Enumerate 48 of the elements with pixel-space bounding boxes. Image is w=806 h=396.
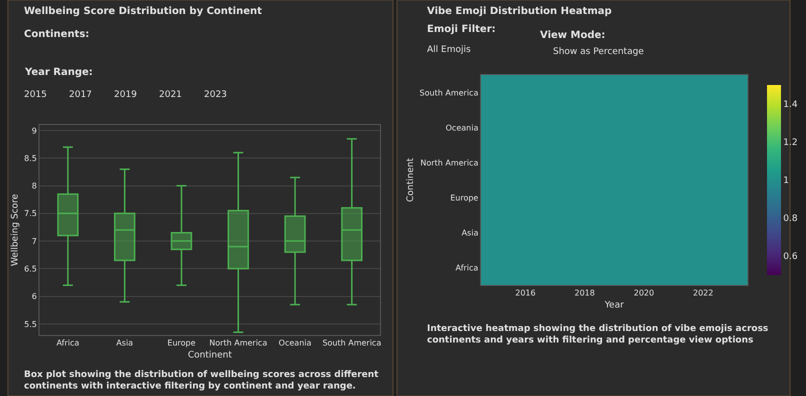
y-tick-label: 6.5 bbox=[24, 264, 37, 274]
text: View Mode: bbox=[540, 30, 606, 41]
text: 2023 bbox=[204, 90, 227, 100]
x-axis-title: Year bbox=[604, 300, 624, 310]
text: Box plot showing the distribution of wellbeing scores across different continents with interactive filtering by continent and year range. bbox=[24, 370, 380, 392]
text: Continents: bbox=[24, 29, 90, 40]
y-tick-label: 6 bbox=[32, 292, 37, 302]
x-tick-label: South America bbox=[322, 338, 382, 348]
chart-title: Wellbeing Score Distribution by Continent bbox=[24, 6, 262, 17]
x-tick-label: 2018 bbox=[574, 288, 595, 298]
color-bar-label: 1.4 bbox=[783, 100, 798, 110]
x-tick-label: Africa bbox=[56, 338, 80, 348]
y-tick-label: South America bbox=[420, 88, 478, 98]
text: All Emojis bbox=[427, 45, 471, 55]
x-tick-label: Oceania bbox=[278, 338, 312, 348]
text: 2021 bbox=[159, 90, 182, 100]
y-axis-title: Continent bbox=[406, 158, 416, 202]
color-bar-label: 1.2 bbox=[783, 138, 798, 148]
text: Year Range: bbox=[24, 67, 93, 78]
x-axis-title: Continent bbox=[188, 350, 232, 360]
x-tick-label: Europe bbox=[167, 338, 196, 348]
x-tick-label: North America bbox=[209, 338, 268, 348]
text: 2015 bbox=[24, 90, 47, 100]
text: 2017 bbox=[69, 90, 92, 100]
x-tick-label: 2016 bbox=[515, 288, 536, 298]
y-tick-label: 5.5 bbox=[24, 320, 37, 329]
y-tick-label: 8 bbox=[32, 182, 37, 191]
y-tick-label: Oceania bbox=[446, 123, 478, 132]
text: Interactive heatmap showing the distribution of vibe emojis across continents and years with filtering and percentage view options bbox=[427, 324, 768, 346]
y-tick-label: 7.5 bbox=[24, 209, 37, 218]
text: Emoji Filter: bbox=[427, 24, 496, 35]
color-bar-label: 0.6 bbox=[783, 252, 798, 262]
x-tick-label: Asia bbox=[116, 338, 134, 348]
x-tick-label: 2020 bbox=[634, 288, 654, 298]
y-tick-label: Africa bbox=[456, 263, 478, 272]
y-axis-title: Wellbeing Score bbox=[10, 193, 21, 266]
chart-title: Vibe Emoji Distribution Heatmap bbox=[427, 6, 612, 17]
y-tick-label: 9 bbox=[32, 126, 37, 136]
color-bar-label: 0.8 bbox=[783, 214, 798, 224]
y-tick-label: Europe bbox=[450, 193, 478, 202]
y-tick-label: 8.5 bbox=[24, 154, 37, 163]
y-tick-label: Asia bbox=[462, 228, 478, 238]
x-tick-label: 2022 bbox=[692, 288, 714, 298]
y-tick-label: 7 bbox=[32, 236, 37, 246]
text: Show as Percentage bbox=[553, 47, 644, 57]
y-tick-label: North America bbox=[420, 158, 478, 168]
color-bar-label: 1 bbox=[783, 176, 790, 186]
text: 2019 bbox=[114, 90, 138, 100]
